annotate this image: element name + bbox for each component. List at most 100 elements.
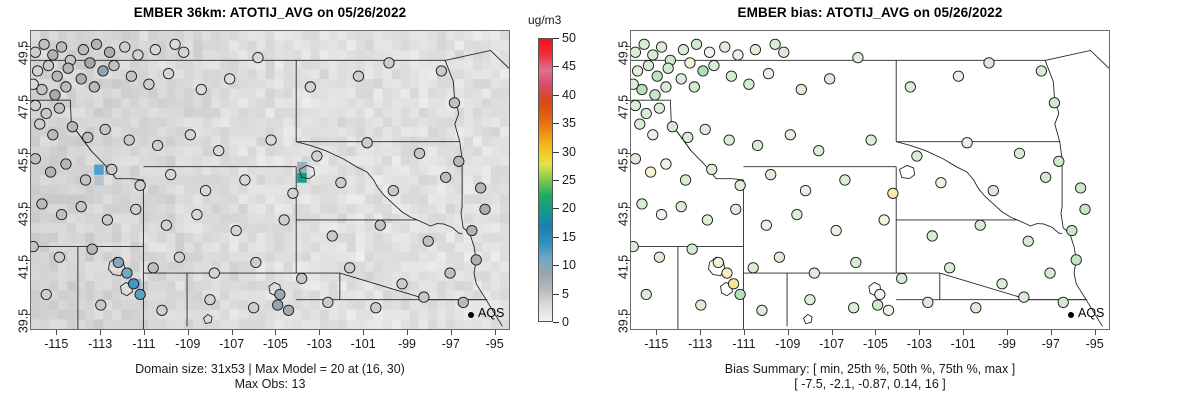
station-marker[interactable] (86, 243, 98, 255)
station-marker[interactable] (1074, 182, 1087, 194)
station-marker[interactable] (732, 49, 744, 61)
station-marker[interactable] (653, 102, 666, 114)
station-marker[interactable] (123, 134, 135, 146)
station-marker[interactable] (361, 137, 373, 149)
station-marker[interactable] (808, 267, 820, 279)
station-marker[interactable] (435, 65, 448, 77)
station-marker[interactable] (453, 155, 465, 167)
station-marker[interactable] (204, 294, 216, 306)
station-marker[interactable] (824, 73, 836, 85)
station-marker[interactable] (82, 131, 94, 143)
station-marker[interactable] (747, 262, 759, 274)
station-marker[interactable] (479, 203, 491, 215)
station-marker[interactable] (1070, 254, 1082, 266)
station-marker[interactable] (169, 38, 181, 50)
station-marker[interactable] (677, 44, 690, 56)
station-marker[interactable] (640, 107, 652, 120)
station-marker[interactable] (75, 73, 87, 85)
station-marker[interactable] (970, 302, 982, 314)
station-marker[interactable] (97, 65, 109, 77)
station-marker[interactable] (53, 102, 66, 114)
station-marker[interactable] (791, 208, 803, 221)
station-marker[interactable] (134, 179, 146, 191)
station-marker[interactable] (31, 65, 44, 77)
station-marker[interactable] (274, 288, 286, 301)
station-marker[interactable] (653, 251, 666, 263)
station-marker[interactable] (470, 254, 482, 266)
station-marker[interactable] (996, 278, 1008, 290)
station-marker[interactable] (878, 214, 890, 226)
station-marker[interactable] (322, 296, 334, 308)
station-marker[interactable] (40, 288, 52, 301)
station-marker[interactable] (344, 262, 356, 274)
station-marker[interactable] (699, 123, 711, 136)
station-marker[interactable] (799, 185, 812, 197)
station-marker[interactable] (631, 99, 642, 112)
station-marker[interactable] (723, 134, 735, 146)
station-marker[interactable] (84, 57, 96, 69)
station-marker[interactable] (47, 49, 59, 61)
station-marker[interactable] (38, 38, 50, 50)
station-marker[interactable] (191, 208, 203, 221)
station-marker[interactable] (474, 182, 487, 194)
station-marker[interactable] (830, 224, 842, 237)
station-marker[interactable] (149, 44, 162, 56)
station-marker[interactable] (688, 81, 700, 93)
station-marker[interactable] (952, 70, 965, 82)
station-marker[interactable] (690, 38, 703, 50)
station-marker[interactable] (31, 46, 42, 58)
station-marker[interactable] (760, 219, 772, 231)
station-marker[interactable] (1022, 235, 1034, 247)
station-marker[interactable] (666, 121, 679, 133)
station-marker[interactable] (374, 219, 386, 231)
station-marker[interactable] (49, 89, 61, 101)
station-marker[interactable] (721, 267, 733, 279)
station-markers-bias[interactable] (631, 31, 1109, 329)
station-marker[interactable] (36, 83, 48, 96)
station-marker[interactable] (651, 70, 663, 82)
station-marker[interactable] (762, 68, 775, 80)
station-marker[interactable] (272, 299, 284, 311)
station-marker[interactable] (352, 70, 365, 82)
station-marker[interactable] (686, 243, 698, 255)
station-marker[interactable] (882, 304, 895, 316)
station-marker[interactable] (749, 44, 762, 56)
station-marker[interactable] (51, 70, 63, 82)
station-marker[interactable] (224, 73, 236, 85)
station-marker[interactable] (47, 129, 59, 141)
station-marker[interactable] (119, 41, 131, 53)
station-marker[interactable] (727, 278, 740, 290)
station-marker[interactable] (239, 174, 251, 186)
station-marker[interactable] (631, 78, 639, 90)
station-marker[interactable] (682, 131, 694, 143)
station-marker[interactable] (642, 59, 655, 72)
station-marker[interactable] (706, 163, 718, 175)
station-marker[interactable] (1079, 203, 1091, 215)
station-marker[interactable] (874, 288, 886, 301)
station-marker[interactable] (335, 177, 347, 189)
station-marker[interactable] (631, 240, 639, 253)
station-marker[interactable] (143, 78, 155, 90)
station-marker[interactable] (31, 78, 39, 90)
station-marker[interactable] (90, 38, 103, 50)
station-marker[interactable] (88, 81, 100, 93)
station-marker[interactable] (784, 129, 796, 141)
station-marker[interactable] (839, 174, 851, 186)
station-marker[interactable] (697, 65, 709, 77)
station-marker[interactable] (631, 46, 642, 58)
station-marker[interactable] (422, 235, 434, 247)
station-marker[interactable] (636, 198, 648, 210)
station-marker[interactable] (36, 198, 48, 210)
station-marker[interactable] (130, 203, 142, 215)
station-marker[interactable] (265, 134, 277, 146)
station-marker[interactable] (638, 38, 650, 50)
station-marker[interactable] (730, 203, 742, 215)
station-marker[interactable] (660, 158, 672, 170)
station-marker[interactable] (961, 137, 973, 149)
station-marker[interactable] (634, 118, 646, 130)
station-marker[interactable] (127, 278, 140, 290)
station-marker[interactable] (647, 49, 659, 61)
station-marker[interactable] (165, 169, 177, 181)
station-marker[interactable] (208, 267, 220, 279)
station-marker[interactable] (848, 302, 860, 314)
